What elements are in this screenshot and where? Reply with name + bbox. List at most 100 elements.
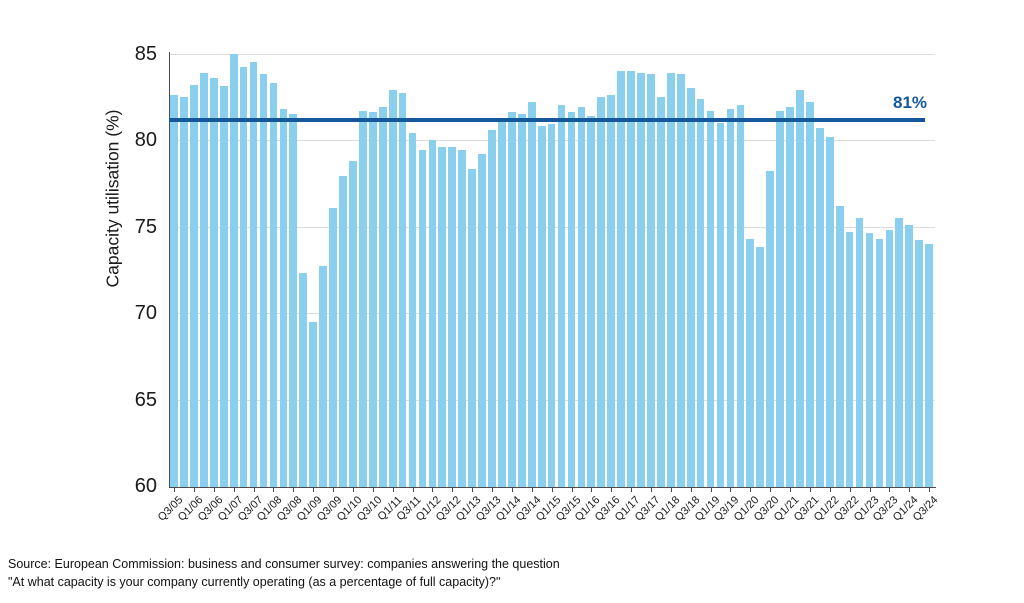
x-tick (611, 488, 613, 493)
bar (915, 240, 924, 487)
x-tick (472, 488, 474, 493)
x-tick (670, 488, 672, 493)
bar (607, 95, 616, 487)
bar (517, 114, 526, 487)
bar (498, 119, 506, 487)
x-tick (273, 488, 275, 493)
bar (349, 160, 357, 487)
bar (676, 74, 685, 487)
bar (895, 217, 904, 487)
bar (657, 96, 665, 487)
bar (865, 233, 874, 487)
x-tick (909, 488, 911, 493)
source-note: Source: European Commission: business an… (8, 555, 560, 591)
bar (299, 273, 308, 487)
bar (537, 126, 546, 487)
x-tick (809, 488, 811, 493)
x-tick (372, 488, 374, 493)
bar (388, 89, 397, 487)
x-tick (710, 488, 712, 493)
bar (488, 129, 496, 487)
bar (249, 62, 258, 487)
x-tick (770, 488, 772, 493)
x-tick (253, 488, 255, 493)
x-tick (929, 488, 931, 493)
bar (786, 107, 794, 487)
bar (418, 150, 427, 487)
bar (825, 136, 834, 487)
bar (438, 146, 447, 487)
bar (666, 72, 675, 487)
bar (796, 89, 804, 487)
bar (567, 112, 576, 487)
y-tick-label-85: 85 (134, 42, 157, 65)
bar (696, 98, 705, 487)
x-tick (631, 488, 633, 493)
bar (597, 96, 606, 487)
x-tick (452, 488, 454, 493)
bar (478, 153, 486, 487)
bar (627, 70, 635, 487)
x-tick (492, 488, 493, 493)
gridline-85 (169, 53, 935, 55)
x-tick (293, 488, 295, 493)
bar (190, 84, 198, 487)
x-tick (233, 488, 235, 493)
x-tick (730, 488, 732, 493)
bar (845, 231, 854, 487)
x-tick (333, 488, 334, 493)
bar (219, 86, 228, 487)
bar (885, 230, 894, 487)
source-line-1: Source: European Commission: business an… (8, 557, 560, 571)
bar (229, 53, 238, 487)
bar (448, 146, 457, 487)
bar (716, 122, 725, 487)
y-tick-label-80: 80 (134, 129, 157, 151)
bar (686, 88, 695, 487)
bar (527, 101, 536, 487)
bar (259, 74, 268, 487)
y-tick-label-65: 65 (134, 388, 157, 411)
bar (289, 114, 298, 487)
bar (726, 108, 735, 487)
x-tick (511, 488, 513, 493)
bar (756, 247, 765, 487)
x-tick (889, 488, 891, 493)
bar (398, 93, 407, 487)
x-tick (412, 488, 414, 493)
bar (835, 205, 844, 487)
bar (309, 321, 318, 487)
reference-line (169, 118, 925, 122)
x-tick (790, 488, 791, 493)
x-tick (829, 488, 831, 493)
x-tick (531, 488, 533, 493)
bar (855, 217, 864, 487)
bar (637, 72, 645, 487)
bar (925, 243, 933, 487)
x-tick (849, 488, 851, 493)
x-tick (194, 488, 195, 493)
x-tick (392, 488, 394, 493)
source-line-2: "At what capacity is your company curren… (8, 575, 501, 589)
reference-line-label: 81% (893, 93, 928, 112)
bar (706, 110, 715, 487)
bar (587, 115, 596, 487)
bar (746, 238, 755, 487)
x-tick (690, 488, 692, 493)
x-tick (352, 488, 354, 493)
x-axis-line (168, 486, 936, 489)
bar (577, 107, 586, 487)
x-tick (213, 488, 215, 493)
bar (736, 105, 745, 487)
x-tick (750, 488, 752, 493)
bar (358, 110, 367, 487)
x-tick (432, 488, 434, 493)
bar (368, 112, 377, 487)
bar (428, 140, 437, 487)
bar (776, 110, 784, 487)
x-tick (650, 488, 652, 493)
y-tick-label-60: 60 (134, 475, 157, 497)
bar (378, 107, 387, 487)
bar (766, 171, 775, 487)
